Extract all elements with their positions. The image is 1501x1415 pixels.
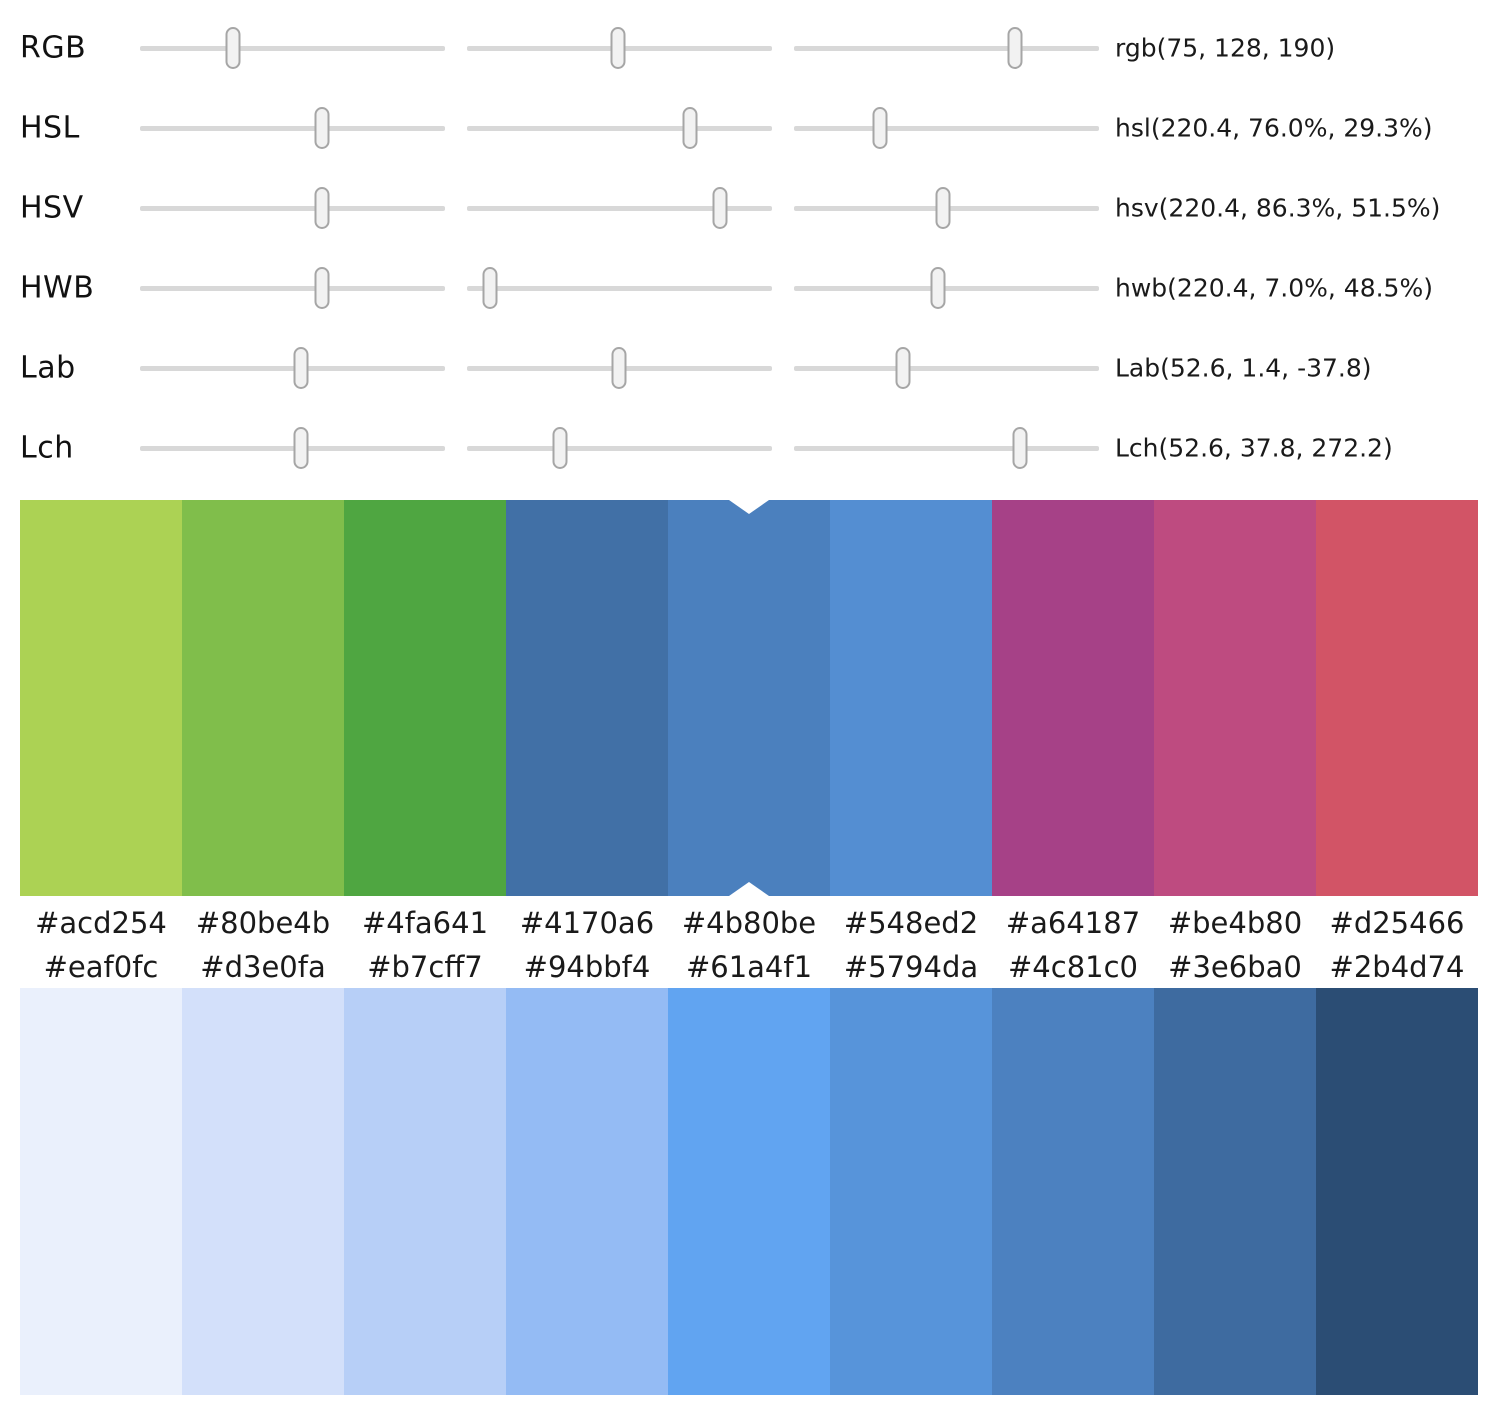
palette-swatch[interactable] xyxy=(992,500,1154,896)
lch-hue-slider-track[interactable] xyxy=(794,427,1099,469)
colorspace-label-rgb: RGB xyxy=(20,30,87,66)
palette-swatch[interactable] xyxy=(344,988,506,1395)
palette-swatch[interactable] xyxy=(992,988,1154,1395)
hsv-value-slider-track[interactable] xyxy=(794,187,1099,229)
palette-tint-shade-scale xyxy=(20,988,1478,1395)
rgb-blue-slider-track[interactable] xyxy=(794,27,1099,69)
palette-swatch[interactable] xyxy=(506,500,668,896)
hsl-saturation-slider-track[interactable] xyxy=(467,107,772,149)
hex-label: #eaf0fc xyxy=(43,950,159,984)
selected-marker-top-icon xyxy=(729,500,769,514)
palette-swatch[interactable] xyxy=(830,500,992,896)
palette-swatch[interactable] xyxy=(1154,988,1316,1395)
hwb-hue-slider-track[interactable] xyxy=(140,267,445,309)
hex-label: #b7cff7 xyxy=(367,950,483,984)
hex-label: #61a4f1 xyxy=(685,950,813,984)
hex-label: #94bbf4 xyxy=(523,950,651,984)
lch-chroma-slider-thumb[interactable] xyxy=(552,427,568,469)
hwb-value-readout: hwb(220.4, 7.0%, 48.5%) xyxy=(1115,273,1433,303)
lab-b-slider-thumb[interactable] xyxy=(895,347,911,389)
palette-swatch[interactable] xyxy=(20,988,182,1395)
lab-a-slider-track[interactable] xyxy=(467,347,772,389)
hsv-saturation-slider-thumb[interactable] xyxy=(712,187,728,229)
palette-swatch[interactable] xyxy=(830,988,992,1395)
lab-l-slider-thumb[interactable] xyxy=(293,347,309,389)
palette-swatch[interactable] xyxy=(1316,500,1478,896)
hsv-value-slider-thumb[interactable] xyxy=(935,187,951,229)
hex-label: #548ed2 xyxy=(843,906,979,940)
rgb-green-slider-thumb[interactable] xyxy=(610,27,626,69)
lch-l-slider-thumb[interactable] xyxy=(293,427,309,469)
rgb-red-slider-track[interactable] xyxy=(140,27,445,69)
hsl-hue-slider-track[interactable] xyxy=(140,107,445,149)
hex-label: #a64187 xyxy=(1005,906,1141,940)
hwb-whiteness-slider-thumb[interactable] xyxy=(482,267,498,309)
colorspace-label-hwb: HWB xyxy=(20,270,95,306)
rgb-red-slider-thumb[interactable] xyxy=(225,27,241,69)
hwb-whiteness-slider-track[interactable] xyxy=(467,267,772,309)
hex-label: #4fa641 xyxy=(361,906,489,940)
hex-label: #80be4b xyxy=(195,906,331,940)
palette-swatch[interactable] xyxy=(182,988,344,1395)
hex-label: #3e6ba0 xyxy=(1168,950,1302,984)
palette-swatch[interactable] xyxy=(20,500,182,896)
hsl-lightness-slider-thumb[interactable] xyxy=(872,107,888,149)
palette-hue-hex-labels: #acd254 #80be4b #4fa641 #4170a6 #4b80be … xyxy=(20,898,1478,948)
palette-swatch[interactable] xyxy=(506,988,668,1395)
hsl-lightness-slider-track[interactable] xyxy=(794,107,1099,149)
slider-row-hwb: HWB hwb(220.4, 7.0%, 48.5%) xyxy=(0,248,1501,328)
palette-swatch[interactable] xyxy=(1316,988,1478,1395)
hsl-hue-slider-thumb[interactable] xyxy=(314,107,330,149)
lab-b-slider-track[interactable] xyxy=(794,347,1099,389)
palette-swatch-selected[interactable] xyxy=(668,500,830,896)
hex-label: #4c81c0 xyxy=(1008,950,1138,984)
slider-row-lch: Lch Lch(52.6, 37.8, 272.2) xyxy=(0,408,1501,488)
palette-swatch[interactable] xyxy=(344,500,506,896)
slider-row-rgb: RGB rgb(75, 128, 190) xyxy=(0,8,1501,88)
hwb-blackness-slider-track[interactable] xyxy=(794,267,1099,309)
hsv-hue-slider-thumb[interactable] xyxy=(314,187,330,229)
slider-row-hsv: HSV hsv(220.4, 86.3%, 51.5%) xyxy=(0,168,1501,248)
palette-swatch[interactable] xyxy=(182,500,344,896)
selected-marker-bottom-icon xyxy=(729,882,769,896)
palette-scale-hex-labels: #eaf0fc #d3e0fa #b7cff7 #94bbf4 #61a4f1 … xyxy=(20,948,1478,986)
lch-chroma-slider-track[interactable] xyxy=(467,427,772,469)
hex-label: #d3e0fa xyxy=(200,950,326,984)
lch-l-slider-track[interactable] xyxy=(140,427,445,469)
hsl-value-readout: hsl(220.4, 76.0%, 29.3%) xyxy=(1115,113,1433,143)
colorspace-label-hsl: HSL xyxy=(20,110,80,146)
rgb-value-readout: rgb(75, 128, 190) xyxy=(1115,33,1336,63)
palette-hue-variations xyxy=(20,500,1478,896)
hwb-hue-slider-thumb[interactable] xyxy=(314,267,330,309)
palette-swatch[interactable] xyxy=(668,988,830,1395)
lch-value-readout: Lch(52.6, 37.8, 272.2) xyxy=(1115,433,1393,463)
hsv-hue-slider-track[interactable] xyxy=(140,187,445,229)
slider-row-lab: Lab Lab(52.6, 1.4, -37.8) xyxy=(0,328,1501,408)
hsl-saturation-slider-thumb[interactable] xyxy=(682,107,698,149)
colorspace-label-hsv: HSV xyxy=(20,190,84,226)
lab-l-slider-track[interactable] xyxy=(140,347,445,389)
colorspace-label-lch: Lch xyxy=(20,430,74,466)
rgb-green-slider-track[interactable] xyxy=(467,27,772,69)
hex-label: #2b4d74 xyxy=(1329,950,1465,984)
hex-label: #4b80be xyxy=(681,906,817,940)
hex-label: #d25466 xyxy=(1329,906,1465,940)
hwb-blackness-slider-thumb[interactable] xyxy=(930,267,946,309)
palette-swatch[interactable] xyxy=(1154,500,1316,896)
hex-label: #4170a6 xyxy=(519,906,655,940)
hsv-value-readout: hsv(220.4, 86.3%, 51.5%) xyxy=(1115,193,1441,223)
slider-row-hsl: HSL hsl(220.4, 76.0%, 29.3%) xyxy=(0,88,1501,168)
lab-value-readout: Lab(52.6, 1.4, -37.8) xyxy=(1115,353,1372,383)
hex-label: #be4b80 xyxy=(1167,906,1303,940)
hex-label: #acd254 xyxy=(35,906,167,940)
hsv-saturation-slider-track[interactable] xyxy=(467,187,772,229)
hex-label: #5794da xyxy=(843,950,979,984)
lch-hue-slider-thumb[interactable] xyxy=(1012,427,1028,469)
lab-a-slider-thumb[interactable] xyxy=(611,347,627,389)
colorspace-label-lab: Lab xyxy=(20,350,76,386)
rgb-blue-slider-thumb[interactable] xyxy=(1007,27,1023,69)
